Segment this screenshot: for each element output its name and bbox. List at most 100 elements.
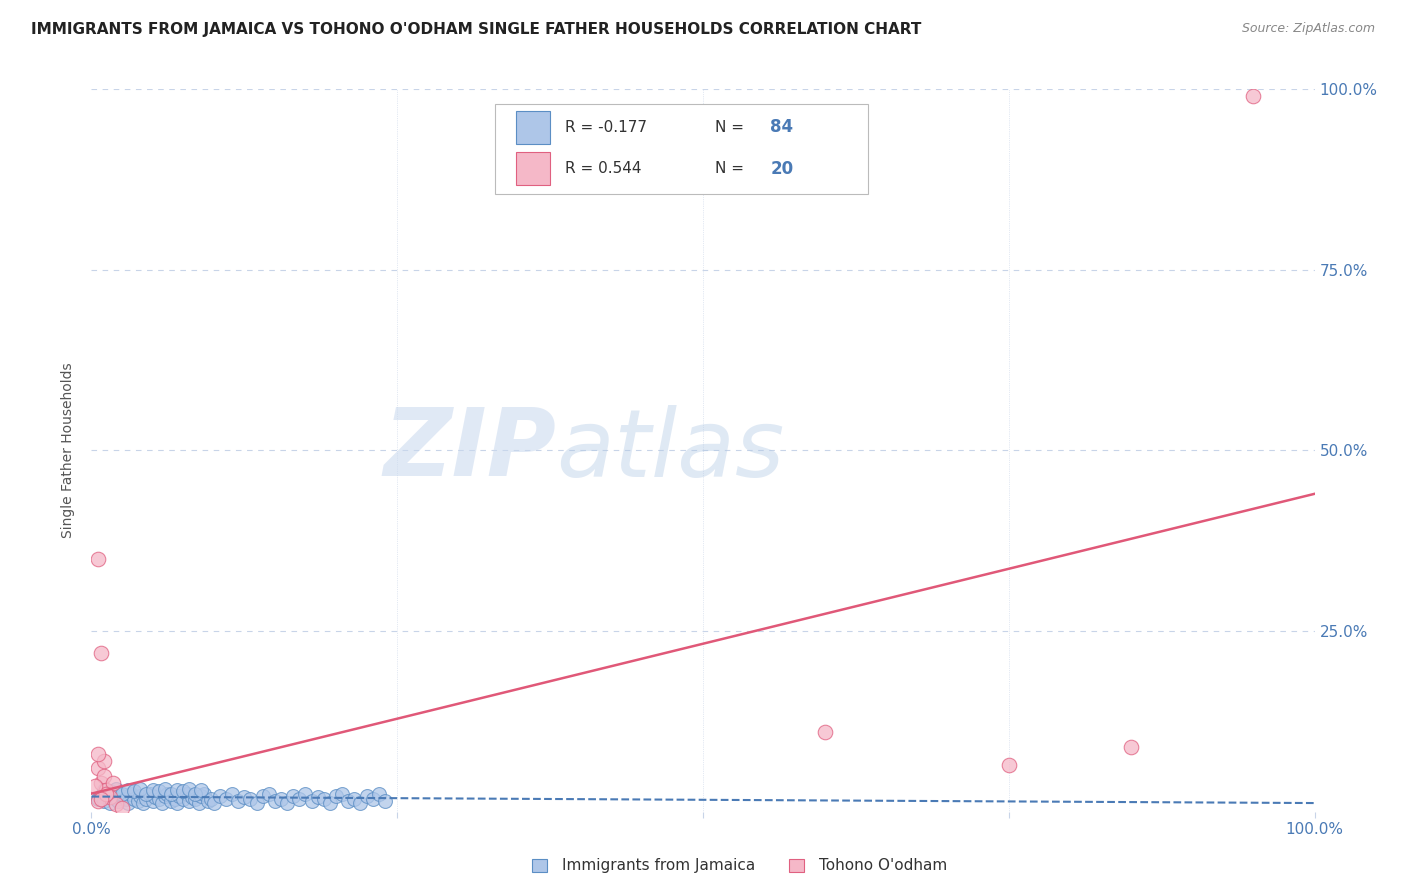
Point <box>356 789 378 803</box>
Point <box>104 791 127 805</box>
Point <box>337 794 360 808</box>
Point <box>86 794 108 808</box>
Text: 20: 20 <box>770 160 793 178</box>
Text: Tohono O'odham: Tohono O'odham <box>818 858 948 873</box>
Point <box>180 790 202 805</box>
Point <box>367 787 389 801</box>
Point <box>257 787 280 801</box>
Point <box>104 797 127 812</box>
Point <box>343 791 366 805</box>
Point <box>160 787 183 801</box>
Bar <box>789 859 804 872</box>
Point <box>301 794 323 808</box>
Text: ZIP: ZIP <box>384 404 557 497</box>
Point <box>103 790 125 805</box>
Y-axis label: Single Father Households: Single Father Households <box>62 363 76 538</box>
Point <box>307 790 329 805</box>
Point <box>86 791 108 805</box>
Point <box>221 787 243 801</box>
Point <box>98 784 121 798</box>
Point <box>190 783 212 797</box>
Point <box>156 787 179 801</box>
Point <box>153 781 176 796</box>
Point <box>1243 89 1265 103</box>
Text: Immigrants from Jamaica: Immigrants from Jamaica <box>562 858 755 873</box>
Point <box>90 776 112 790</box>
Point <box>325 789 347 803</box>
Point <box>90 789 112 803</box>
Point <box>141 783 163 797</box>
Point <box>184 791 207 805</box>
Text: IMMIGRANTS FROM JAMAICA VS TOHONO O'ODHAM SINGLE FATHER HOUSEHOLDS CORRELATION C: IMMIGRANTS FROM JAMAICA VS TOHONO O'ODHA… <box>31 22 921 37</box>
Point <box>132 796 155 810</box>
Point <box>166 796 188 810</box>
Point <box>148 791 170 805</box>
Point <box>814 725 837 739</box>
Point <box>94 783 117 797</box>
Point <box>197 794 219 808</box>
Point <box>202 796 225 810</box>
Point <box>86 761 108 775</box>
Point <box>193 787 215 801</box>
Point <box>104 781 127 796</box>
Point <box>141 794 163 808</box>
Point <box>239 791 262 805</box>
Point <box>84 780 107 794</box>
Point <box>111 801 134 815</box>
Point <box>114 791 136 805</box>
Point <box>294 787 316 801</box>
Point <box>374 794 396 808</box>
Point <box>143 790 166 805</box>
Point <box>98 796 121 810</box>
Point <box>184 787 207 801</box>
Bar <box>531 859 547 872</box>
Point <box>111 787 134 801</box>
Point <box>288 791 311 805</box>
Text: Source: ZipAtlas.com: Source: ZipAtlas.com <box>1241 22 1375 36</box>
Point <box>163 791 186 805</box>
Bar <box>516 112 550 144</box>
Point <box>107 794 129 808</box>
Text: N =: N = <box>716 120 744 135</box>
Point <box>226 794 249 808</box>
Point <box>208 789 231 803</box>
Point <box>172 784 194 798</box>
Point <box>148 784 170 798</box>
Point <box>93 783 115 797</box>
Point <box>270 791 292 805</box>
Point <box>998 757 1021 772</box>
Point <box>93 754 115 768</box>
Point <box>103 776 125 790</box>
Point <box>179 781 201 796</box>
FancyBboxPatch shape <box>495 103 868 194</box>
Point <box>93 769 115 783</box>
Point <box>127 794 149 808</box>
Text: atlas: atlas <box>557 405 785 496</box>
Point <box>86 551 108 566</box>
Point <box>283 789 305 803</box>
Point <box>319 796 342 810</box>
Point <box>361 791 384 805</box>
Point <box>215 791 238 805</box>
Point <box>172 791 194 805</box>
Point <box>200 791 222 805</box>
Point <box>1121 739 1143 754</box>
Point <box>98 790 121 805</box>
Point <box>252 789 274 803</box>
Point <box>176 787 198 801</box>
Point <box>150 796 173 810</box>
Point <box>312 791 335 805</box>
Point <box>190 789 212 803</box>
Point <box>86 747 108 761</box>
Point <box>93 794 115 808</box>
Text: R = 0.544: R = 0.544 <box>565 161 641 177</box>
Point <box>166 783 188 797</box>
Point <box>160 794 183 808</box>
Point <box>169 789 191 803</box>
Point <box>90 791 112 805</box>
Point <box>129 789 152 803</box>
Point <box>122 791 145 805</box>
Point <box>188 796 211 810</box>
Point <box>120 787 142 801</box>
Point <box>349 796 371 810</box>
